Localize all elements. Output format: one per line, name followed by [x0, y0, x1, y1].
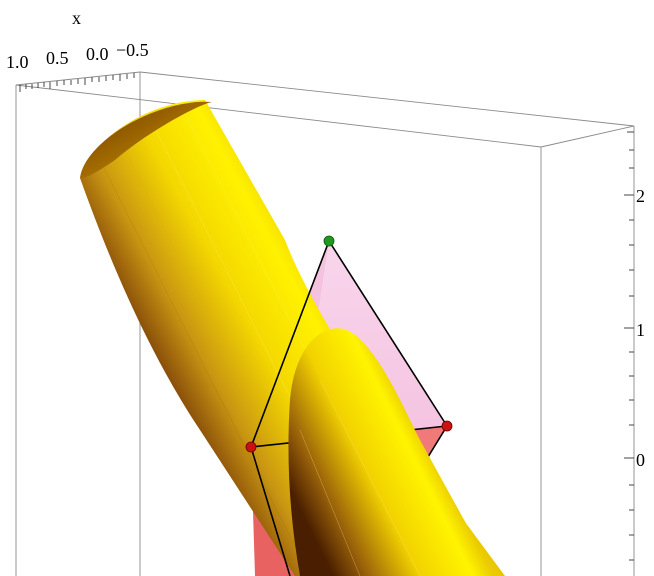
z-axis-ticks	[624, 131, 634, 561]
cylinder-cap	[80, 101, 212, 178]
base-vertex-marker	[441, 420, 453, 432]
box-edge	[540, 125, 635, 148]
x-tick-label: 0.0	[86, 44, 109, 64]
z-tick-label: 1	[636, 320, 645, 340]
cylinder-front-lobe	[288, 328, 495, 576]
base-vertex-marker	[245, 441, 257, 453]
box-edge	[15, 71, 141, 86]
x-axis-title: x	[72, 8, 81, 28]
z-tick-label: 2	[636, 186, 645, 206]
apex-vertex-marker	[323, 235, 335, 247]
x-tick-label: −0.5	[116, 40, 149, 60]
x-tick-label: 0.5	[46, 48, 69, 68]
x-tick-label: 1.0	[6, 52, 29, 72]
x-axis-ticks	[19, 73, 135, 92]
box-edge	[15, 84, 542, 148]
box-edge	[139, 71, 635, 127]
z-tick-label: 0	[636, 450, 645, 470]
